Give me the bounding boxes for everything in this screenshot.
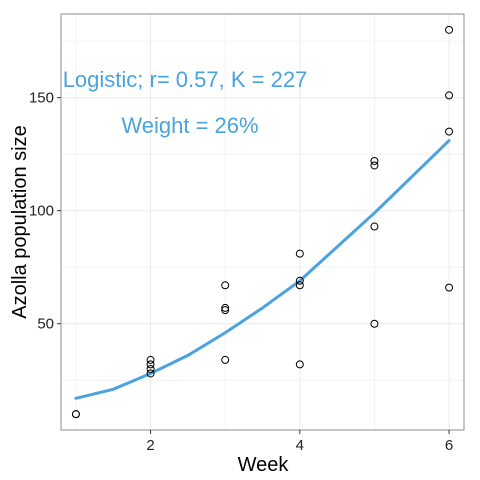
y-axis-ticks: 50 100 150 (29, 90, 61, 333)
y-axis-title: Azolla population size (9, 125, 31, 318)
data-point (445, 91, 454, 100)
data-point (221, 306, 230, 315)
data-point (146, 369, 155, 378)
annotation-model: Logistic; r= 0.57, K = 227 (63, 67, 308, 92)
plot-frame (60, 13, 465, 431)
data-point (146, 355, 155, 364)
data-points (71, 25, 454, 419)
x-axis-ticks: 2 4 6 (146, 430, 453, 454)
x-axis-title: Week (238, 454, 290, 476)
annotation-weight: Weight = 26% (121, 113, 258, 138)
data-point (370, 156, 379, 165)
data-point (71, 410, 80, 419)
x-tick-label: 6 (445, 437, 453, 454)
fit-line (74, 139, 451, 400)
x-tick-label: 4 (296, 437, 304, 454)
data-point (370, 319, 379, 328)
data-point (295, 276, 304, 285)
data-point (370, 222, 379, 231)
data-point (445, 283, 454, 292)
x-tick-label: 2 (146, 437, 154, 454)
data-point (445, 127, 454, 136)
y-tick-label: 50 (37, 316, 54, 333)
grid-lines (61, 14, 464, 430)
data-point (221, 281, 230, 290)
y-tick-label: 150 (29, 90, 54, 107)
data-point (295, 360, 304, 369)
data-point (370, 161, 379, 170)
data-point (146, 360, 155, 369)
fit-line-group (74, 139, 451, 400)
data-point (295, 281, 304, 290)
data-point (221, 303, 230, 312)
data-point (146, 364, 155, 373)
plot-background (61, 14, 464, 430)
data-point (295, 249, 304, 258)
data-point (445, 25, 454, 34)
y-tick-label: 100 (29, 203, 54, 220)
data-point (221, 355, 230, 364)
